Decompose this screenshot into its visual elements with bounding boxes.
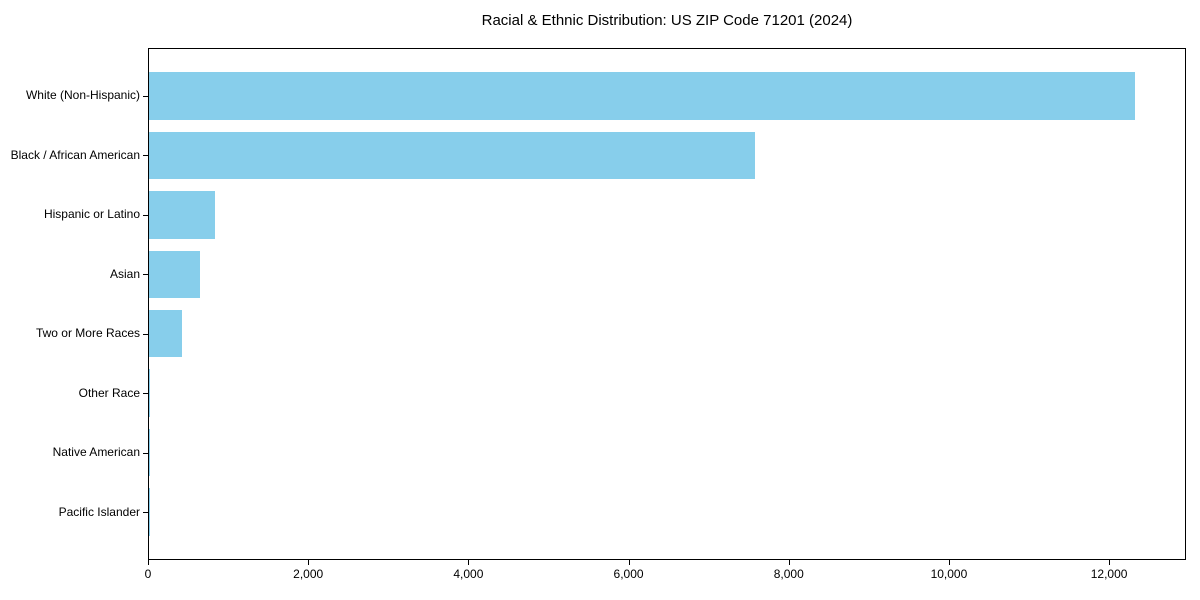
bar bbox=[149, 428, 150, 477]
y-tick bbox=[143, 214, 148, 216]
y-axis-label: Two or More Races bbox=[35, 326, 140, 341]
bar bbox=[149, 369, 151, 417]
x-tick-label: 8,000 bbox=[773, 567, 804, 581]
y-tick bbox=[143, 95, 148, 97]
x-tick bbox=[148, 560, 149, 565]
y-tick bbox=[143, 393, 148, 395]
bar bbox=[149, 309, 182, 358]
y-axis-label: Asian bbox=[109, 266, 140, 281]
x-tick bbox=[308, 560, 310, 565]
bar bbox=[149, 72, 1135, 120]
y-axis-label: White (Non-Hispanic) bbox=[25, 88, 140, 103]
y-tick bbox=[143, 512, 148, 514]
bar bbox=[149, 191, 215, 239]
x-tick bbox=[788, 560, 790, 565]
y-axis-label: Other Race bbox=[78, 385, 140, 400]
y-tick bbox=[143, 155, 148, 157]
bar bbox=[149, 131, 755, 180]
x-tick-label: 12,000 bbox=[1090, 567, 1128, 581]
y-axis-label: Black / African American bbox=[10, 147, 140, 162]
x-tick-label: 6,000 bbox=[613, 567, 644, 581]
y-axis-label: Pacific Islander bbox=[58, 504, 140, 519]
plot-area bbox=[148, 48, 1186, 560]
x-tick bbox=[468, 560, 470, 565]
y-axis-label: Hispanic or Latino bbox=[43, 207, 140, 222]
y-tick bbox=[143, 274, 148, 276]
y-tick bbox=[143, 333, 148, 335]
bar bbox=[149, 250, 201, 299]
x-tick-label: 10,000 bbox=[930, 567, 968, 581]
x-tick bbox=[948, 560, 950, 565]
y-tick bbox=[143, 452, 148, 454]
x-tick bbox=[1109, 560, 1111, 565]
x-tick bbox=[628, 560, 630, 565]
x-tick-label: 4,000 bbox=[453, 567, 484, 581]
y-axis-label: Native American bbox=[52, 445, 140, 460]
x-tick-label: 0 bbox=[144, 567, 152, 581]
chart-title: Racial & Ethnic Distribution: US ZIP Cod… bbox=[481, 12, 853, 29]
x-tick-label: 2,000 bbox=[293, 567, 324, 581]
